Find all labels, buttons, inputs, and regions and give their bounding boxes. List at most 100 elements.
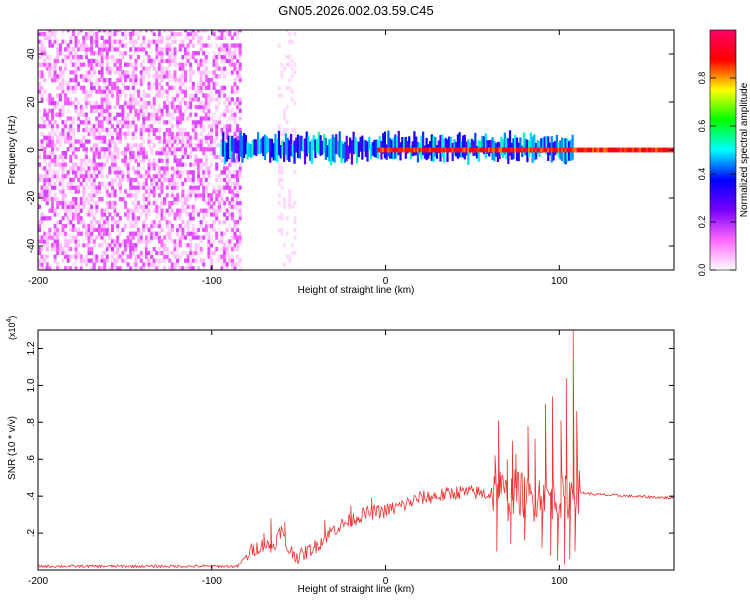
spectrogram-band [630, 147, 633, 153]
spectrogram-cell [48, 108, 52, 113]
spectrogram-cell [126, 85, 130, 90]
spectrogram-cell [105, 154, 109, 160]
spectrogram-cell [87, 89, 91, 94]
spectrogram-cell [129, 35, 133, 41]
spectrogram-cell [210, 204, 214, 209]
spectrogram-cell [181, 112, 185, 117]
spectrogram-cell [233, 116, 237, 121]
spectrogram-cell [87, 127, 91, 133]
spectrogram-cells [38, 30, 674, 270]
spectrogram-cell [152, 247, 156, 252]
spectrogram-cell [142, 116, 146, 121]
spectrogram-band [569, 147, 572, 153]
spectrogram-band [561, 147, 564, 153]
spectrogram-cell [212, 97, 216, 102]
spectrogram-cell [225, 185, 229, 190]
spectrogram-cell [121, 31, 125, 37]
spectrogram-cell [100, 139, 104, 144]
spectrogram-cell [176, 127, 180, 133]
spectrogram-cell [212, 239, 216, 244]
spectrogram-cell [186, 101, 190, 106]
spectrogram-band [581, 147, 585, 153]
spectrogram-cell [144, 101, 148, 106]
spectrogram-cell [157, 177, 161, 183]
spectrogram-cell [163, 139, 167, 144]
spectrogram-cell [181, 235, 185, 240]
spectrogram-cell [230, 247, 234, 252]
spectrogram-cell [230, 231, 234, 236]
spectrogram-cell [202, 258, 206, 263]
spectrogram-cell [66, 208, 70, 213]
spectrogram-cell [199, 58, 203, 64]
spectrogram-cell [152, 189, 156, 194]
spectrogram-cell [157, 31, 161, 37]
spectrogram-cell [98, 62, 102, 67]
spectrogram-cell [173, 151, 177, 156]
spectrogram-cell [66, 116, 70, 121]
spectrogram-cell [105, 131, 109, 137]
spectrogram-cell [283, 116, 287, 121]
spectrogram-band [649, 147, 652, 153]
colorbar-tick-label: 0.6 [697, 120, 707, 133]
spectrogram-band [528, 147, 531, 153]
spectrogram-cell [100, 216, 104, 221]
spectrogram-cell [43, 89, 47, 94]
spectrogram-cell [217, 89, 221, 94]
spectrogram-cell [168, 200, 172, 206]
spectrogram-band [533, 134, 536, 161]
spectrogram-cell [43, 51, 47, 56]
spectrogram-cell [189, 266, 193, 270]
spectrogram-cell [105, 227, 109, 233]
spectrogram-cell [108, 193, 112, 198]
spectrogram-cell [129, 243, 133, 248]
spectrogram-cell [116, 170, 120, 175]
spectrogram-cell [79, 170, 83, 175]
colorbar-label: Normalized spectral amplitude [739, 82, 750, 217]
spectrogram-band [575, 147, 578, 153]
spectrogram-cell [139, 258, 143, 263]
spectrogram-cell [111, 35, 115, 41]
spectrogram-cell [204, 112, 208, 117]
spectrogram-cell [48, 120, 52, 125]
spectrogram-cell [95, 154, 99, 160]
spectrogram-cell [121, 250, 125, 256]
spectrogram-cell [58, 154, 62, 160]
spectrogram-cell [189, 151, 193, 156]
spectrogram-cell [212, 189, 216, 194]
spectrogram-cell [186, 104, 190, 110]
spectrogram-cell [53, 101, 57, 106]
spectrogram-cell [173, 197, 177, 202]
spectrogram-cell [170, 208, 174, 213]
spectrogram-cell [108, 78, 112, 83]
spectrogram-cell [157, 127, 161, 133]
spectrogram-cell [134, 74, 138, 79]
spectrogram-cell [103, 139, 107, 144]
spectrogram-cell [56, 58, 60, 64]
spectrogram-cell [202, 81, 206, 87]
spectrogram-band [522, 147, 526, 153]
spectrogram-cell [160, 216, 164, 221]
spectrogram-cell [181, 151, 185, 156]
spectrogram-cell [87, 200, 91, 206]
spectrogram-cell [113, 262, 117, 267]
spectrogram-cell [176, 108, 180, 113]
spectrogram-cell [137, 162, 141, 167]
spectrogram-cell [108, 112, 112, 117]
spectrogram-cell [228, 170, 232, 175]
spectrogram-cell [53, 231, 57, 236]
spectrogram-cell [236, 158, 240, 163]
spectrogram-cell [90, 193, 94, 198]
spectrogram-cell [212, 31, 216, 37]
spectrogram-cell [116, 78, 120, 83]
spectrogram-cell [131, 31, 135, 37]
spectrogram-cell [124, 101, 128, 106]
spectrogram-cell [98, 181, 102, 186]
spectrogram-cell [103, 227, 107, 233]
spectrogram-cell [113, 127, 117, 133]
spectrogram-cell [79, 85, 83, 90]
spectrogram-cell [184, 223, 188, 229]
spectrogram-cell [90, 247, 94, 252]
spectrogram-cell [186, 266, 190, 270]
spectrogram-cell [90, 30, 94, 33]
spectrogram-cell [118, 89, 122, 94]
